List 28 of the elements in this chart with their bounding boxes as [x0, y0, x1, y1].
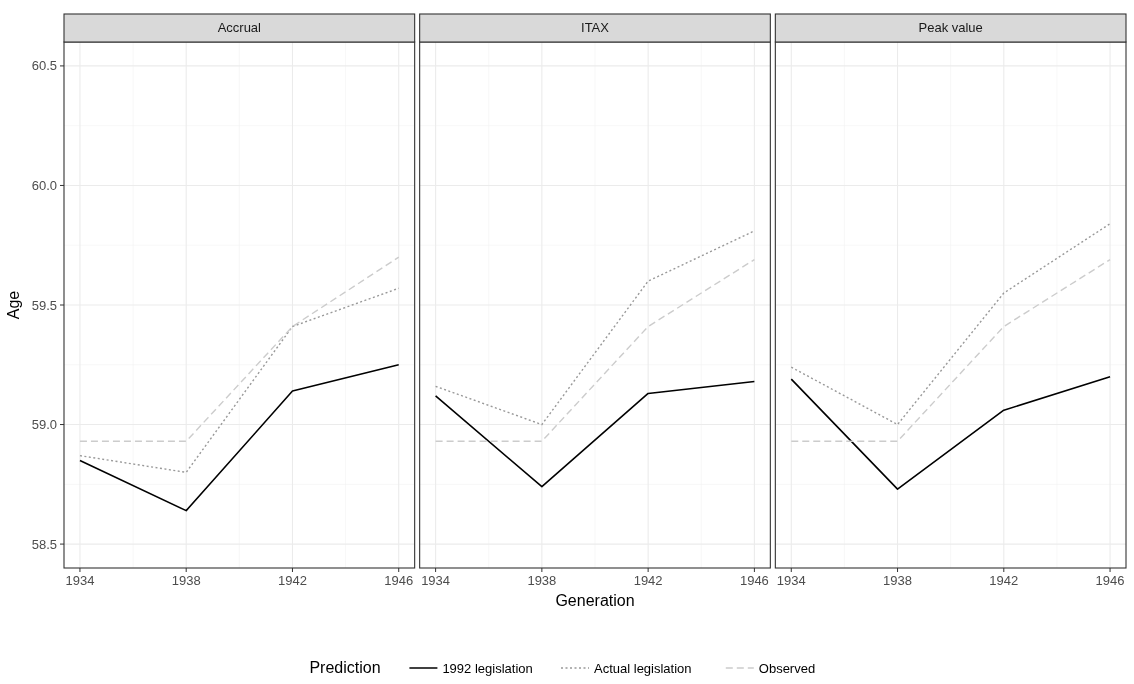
line-series — [79, 363, 400, 512]
y-tick-label: 59.5 — [31, 297, 57, 313]
y-tick-label: 60.5 — [31, 58, 57, 74]
y-tick-label: 59.0 — [31, 417, 57, 433]
x-tick-label: 1934 — [776, 573, 806, 588]
x-tick-label: 1938 — [883, 573, 912, 588]
x-tick-label: 1946 — [739, 573, 769, 588]
line-series — [79, 287, 400, 474]
chart-title: Peak value — [918, 20, 983, 35]
legend-label: 1992 legislation — [442, 660, 533, 676]
x-tick-label: 1942 — [633, 573, 663, 588]
y-tick-label: 60.0 — [31, 177, 57, 193]
x-tick-label: 1934 — [65, 573, 95, 588]
legend-label: Observed — [758, 660, 816, 676]
x-tick-label: 1934 — [421, 573, 451, 588]
x-tick-label: 1946 — [384, 573, 414, 588]
chart-title: Accrual — [217, 20, 262, 35]
legend-label: Actual legislation — [594, 660, 692, 676]
x-tick-label: 1946 — [1095, 573, 1125, 588]
y-axis-title: Age — [5, 290, 22, 320]
x-tick-label: 1942 — [989, 573, 1019, 588]
chart-title: ITAX — [581, 20, 610, 35]
legend-title: Prediction — [309, 659, 381, 676]
x-axis-title: Generation — [555, 592, 635, 609]
x-tick-label: 1938 — [527, 573, 557, 588]
x-tick-label: 1938 — [171, 573, 201, 588]
y-tick-label: 58.5 — [31, 536, 57, 552]
x-tick-label: 1942 — [278, 573, 307, 588]
